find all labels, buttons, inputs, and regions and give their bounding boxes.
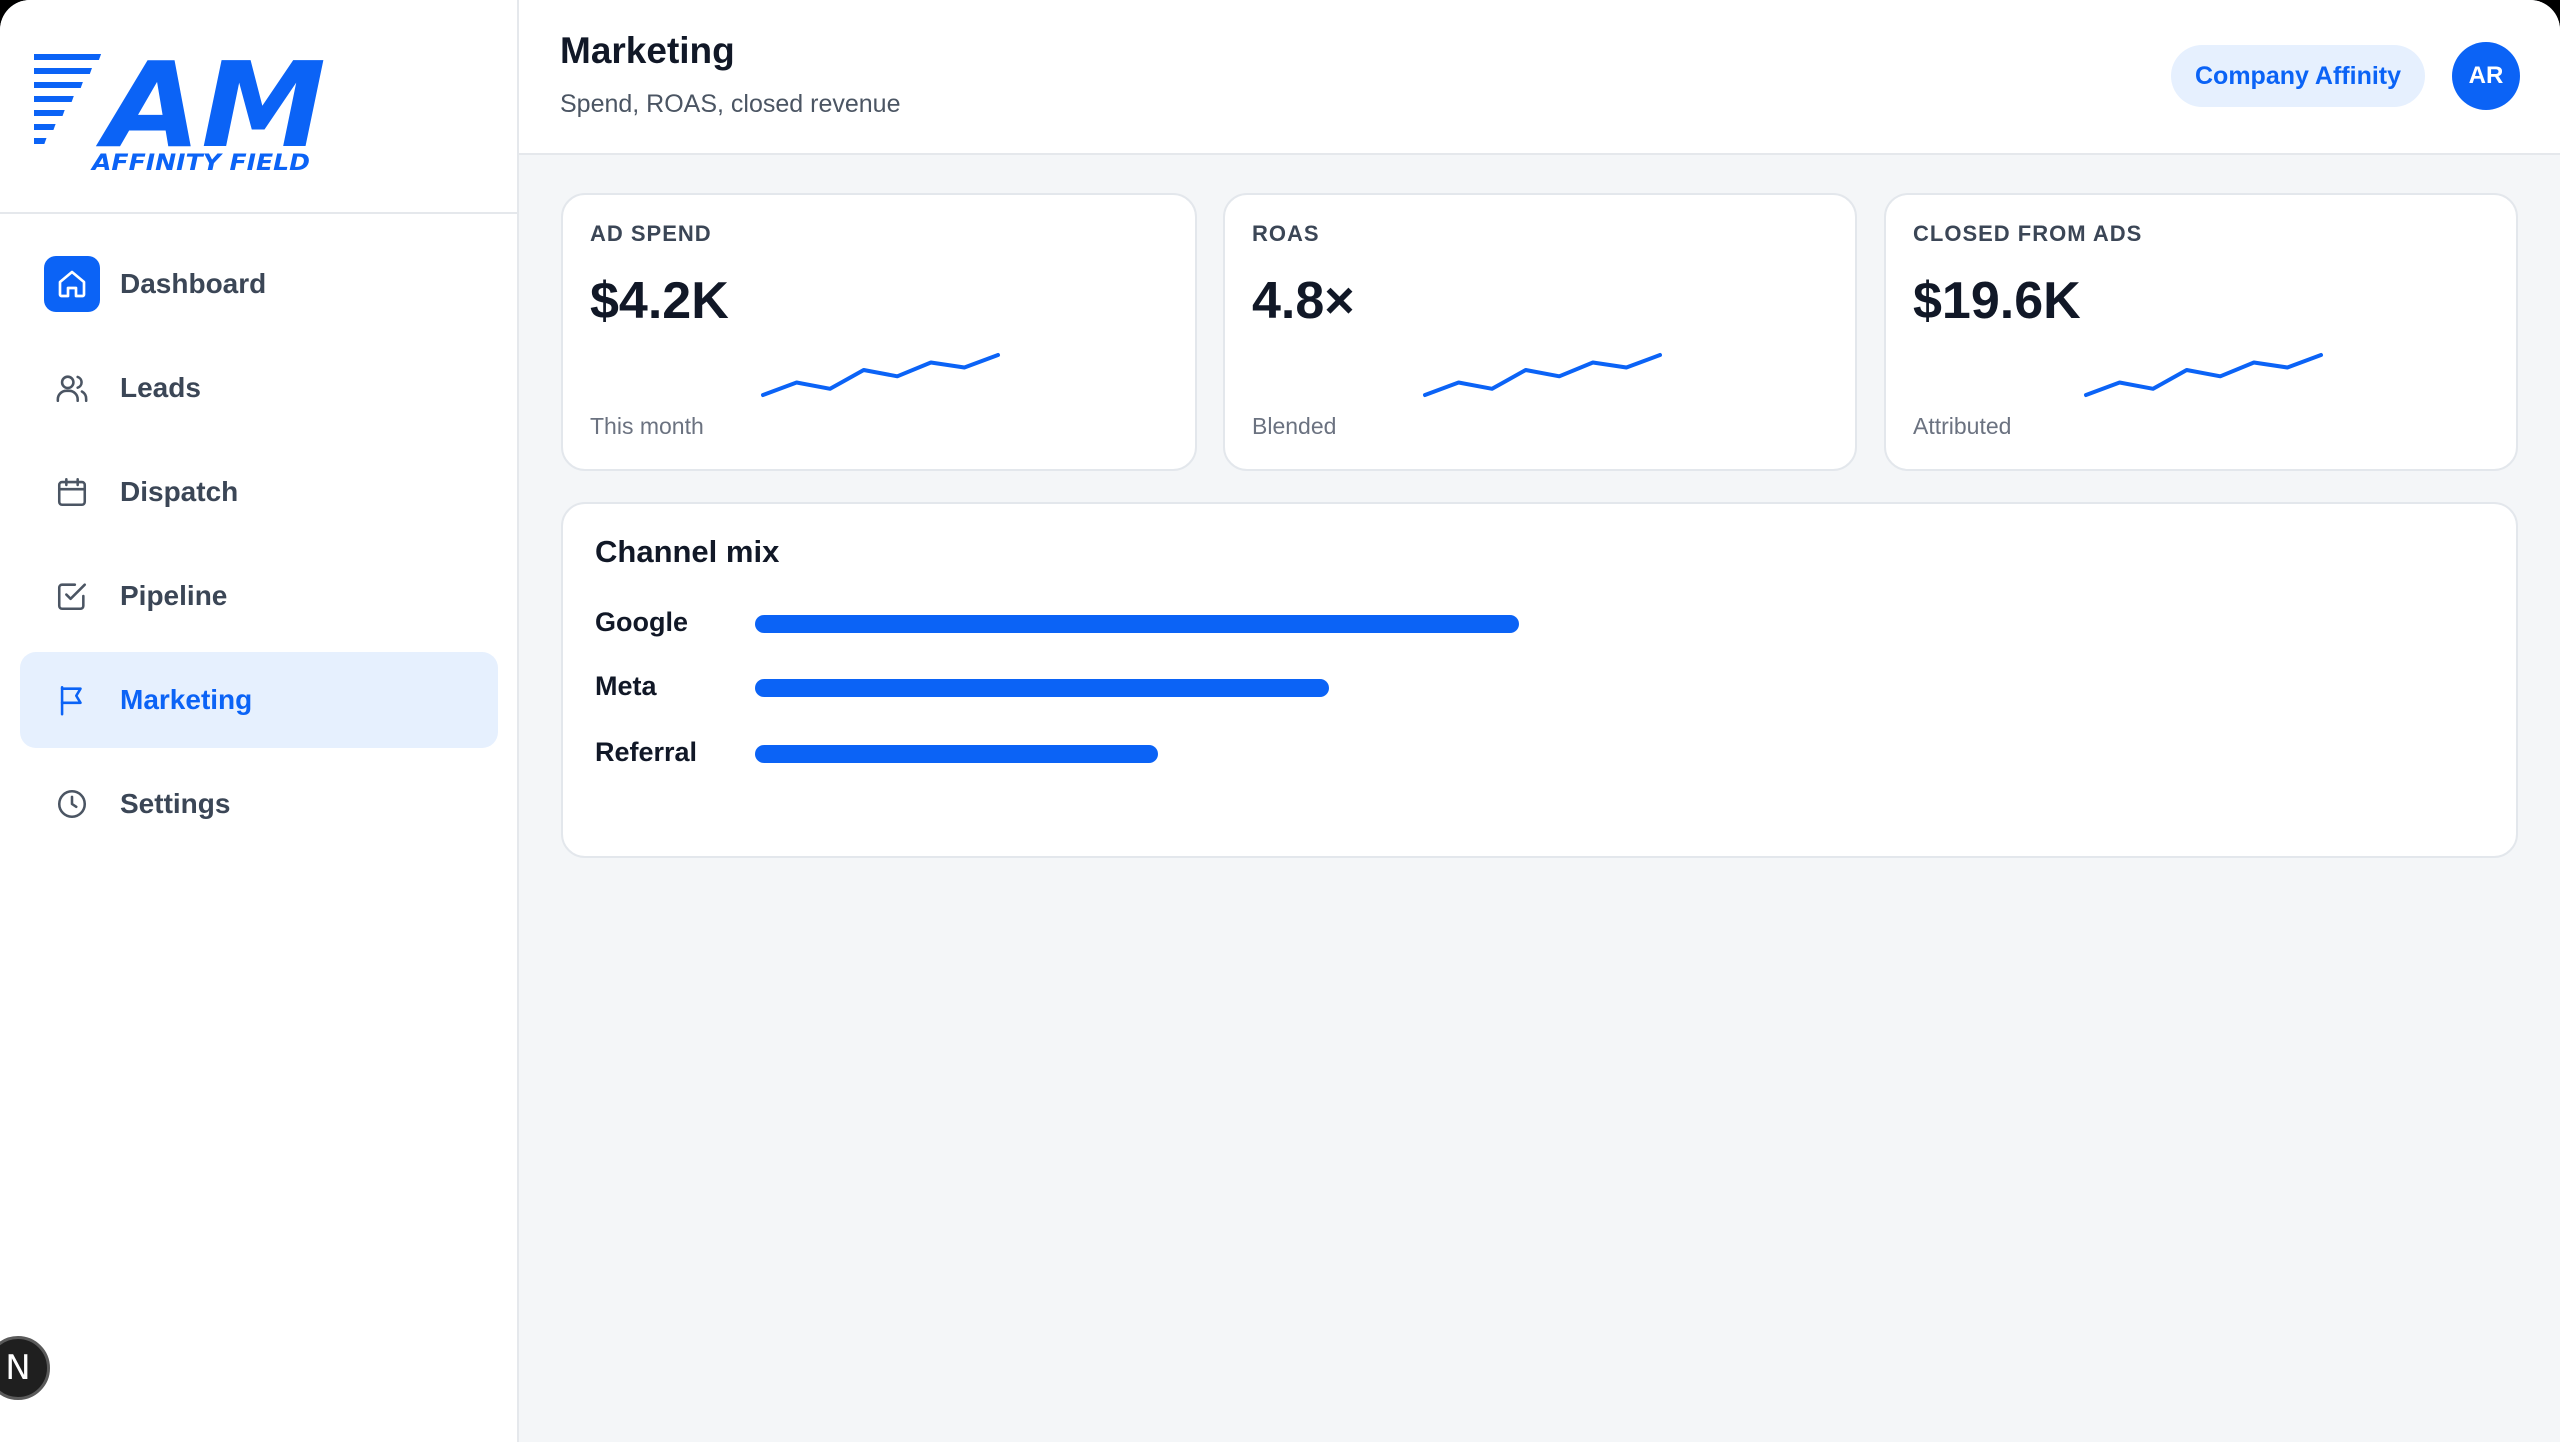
sidebar-item-dashboard[interactable]: Dashboard: [20, 236, 498, 332]
channel-row-meta: Meta: [595, 666, 2495, 706]
page-subtitle: Spend, ROAS, closed revenue: [560, 90, 901, 118]
users-icon: [44, 360, 100, 416]
sidebar-item-label: Leads: [120, 372, 201, 403]
sidebar-item-label: Settings: [120, 788, 231, 819]
calendar-icon: [44, 464, 100, 520]
kpi-value: $4.2K: [590, 272, 729, 330]
channel-bar: [755, 615, 1519, 633]
sidebar-nav: Dashboard Leads: [20, 236, 498, 860]
kpi-subtext: This month: [590, 413, 704, 439]
brand-logo[interactable]: AM AFFINITY FIELD: [34, 46, 334, 176]
user-avatar[interactable]: AR: [2452, 42, 2520, 110]
channel-row-referral: Referral: [595, 732, 2495, 772]
kpi-subtext: Attributed: [1913, 413, 2012, 439]
sidebar-item-label: Pipeline: [120, 580, 228, 611]
kpi-subtext: Blended: [1252, 413, 1337, 439]
clock-icon: [44, 776, 100, 832]
check-square-icon: [44, 568, 100, 624]
sidebar-item-pipeline[interactable]: Pipeline: [20, 548, 498, 644]
page-header: Marketing Spend, ROAS, closed revenue Co…: [519, 0, 2560, 155]
channel-bar: [755, 745, 1158, 763]
sparkline-chart: [2084, 353, 2323, 397]
channel-label: Referral: [595, 737, 698, 767]
page-title: Marketing: [560, 30, 735, 71]
kpi-label: ROAS: [1252, 221, 1320, 246]
kpi-value: 4.8×: [1252, 272, 1355, 330]
sparkline-chart: [1423, 353, 1662, 397]
logo-tagline: AFFINITY FIELD: [90, 151, 310, 176]
sparkline-chart: [761, 353, 1000, 397]
dev-tools-badge[interactable]: N: [0, 1336, 50, 1400]
channel-label: Meta: [595, 671, 657, 701]
kpi-label: CLOSED FROM ADS: [1913, 221, 2143, 246]
sidebar-item-label: Marketing: [120, 684, 253, 715]
logo-letters: AM: [95, 46, 326, 174]
logo-area: AM AFFINITY FIELD: [0, 0, 517, 214]
company-switcher[interactable]: Company Affinity: [2171, 45, 2426, 107]
sidebar: AM AFFINITY FIELD Dashboard: [0, 0, 519, 1442]
kpi-value: $19.6K: [1913, 272, 2081, 330]
channel-label: Google: [595, 607, 688, 637]
sparkline-line: [761, 353, 1000, 397]
kpi-card-roas: ROAS 4.8× Blended: [1223, 193, 1857, 471]
sidebar-item-leads[interactable]: Leads: [20, 340, 498, 436]
sidebar-item-marketing[interactable]: Marketing: [20, 652, 498, 748]
flag-icon: [44, 672, 100, 728]
sidebar-item-label: Dashboard: [120, 268, 267, 299]
kpi-card-closed-from-ads: CLOSED FROM ADS $19.6K Attributed: [1884, 193, 2518, 471]
sidebar-item-settings[interactable]: Settings: [20, 756, 498, 852]
kpi-card-ad-spend: AD SPEND $4.2K This month: [561, 193, 1197, 471]
channel-bar: [755, 679, 1329, 697]
sparkline-line: [1423, 353, 1662, 397]
sidebar-item-dispatch[interactable]: Dispatch: [20, 444, 498, 540]
channel-row-google: Google: [595, 602, 2495, 642]
home-icon: [44, 256, 100, 312]
channel-mix-title: Channel mix: [595, 534, 780, 569]
sparkline-line: [2084, 353, 2323, 397]
channel-mix-card: Channel mix Google Meta Referral: [561, 502, 2518, 858]
kpi-label: AD SPEND: [590, 221, 712, 246]
sidebar-item-label: Dispatch: [120, 476, 239, 507]
